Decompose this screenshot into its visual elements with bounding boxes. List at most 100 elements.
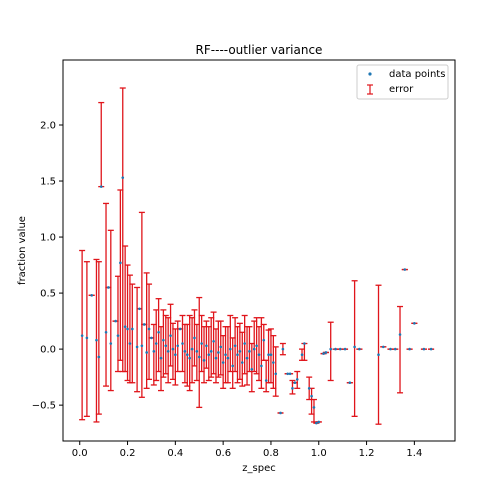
data-point (312, 406, 316, 409)
y-tick-label: 0.5 (40, 289, 56, 300)
data-point (403, 268, 407, 271)
data-point (219, 345, 223, 349)
data-point (135, 345, 139, 349)
legend-marker-data-points (368, 72, 372, 76)
data-point (288, 372, 292, 376)
error-bar (146, 283, 153, 381)
data-point (238, 350, 242, 353)
data-point (262, 338, 266, 342)
data-point (315, 421, 318, 425)
data-point (171, 347, 175, 351)
data-point (183, 350, 187, 353)
data-point (279, 411, 282, 415)
data-point (334, 347, 337, 351)
data-point (429, 347, 433, 351)
data-point (195, 350, 199, 353)
data-point (243, 342, 246, 345)
x-tick-label: 0.2 (120, 448, 136, 459)
data-point (95, 338, 98, 342)
data-point (233, 344, 237, 348)
legend: data points error (356, 64, 449, 100)
data-point (116, 334, 120, 337)
error-bar (186, 314, 193, 392)
data-point (207, 353, 211, 357)
data-point (90, 294, 93, 297)
data-point (408, 347, 411, 351)
data-point (224, 353, 227, 357)
x-tick-label: 0.0 (72, 448, 88, 459)
data-point (147, 327, 151, 331)
data-point (398, 333, 402, 336)
data-point (119, 261, 122, 265)
data-point (205, 344, 208, 348)
data-point (236, 353, 239, 357)
error-bar (103, 202, 110, 387)
error-bar (327, 321, 334, 382)
data-point (181, 342, 184, 345)
y-axis: −0.5 0.0 0.5 1.0 1.5 2.0 (32, 120, 63, 412)
data-point (202, 359, 206, 362)
data-point (295, 378, 299, 381)
data-point (99, 185, 103, 188)
error-bar (160, 309, 167, 378)
data-point (413, 322, 416, 325)
data-point (353, 345, 356, 349)
data-point (142, 323, 146, 326)
x-tick-label: 0.4 (167, 448, 183, 459)
data-point (229, 347, 232, 351)
y-tick-label: 0.0 (40, 345, 56, 356)
data-point (274, 372, 278, 376)
data-point (226, 356, 230, 360)
data-point (131, 327, 134, 331)
data-point (114, 319, 117, 323)
data-point (121, 176, 125, 179)
error-bar (143, 272, 150, 389)
data-point (307, 387, 311, 390)
legend-marker-error (367, 84, 373, 95)
data-point (150, 336, 153, 340)
data-point (248, 350, 251, 353)
legend-box (356, 64, 449, 100)
x-tick-label: 1.0 (311, 448, 327, 459)
data-point (85, 336, 89, 340)
data-point (123, 325, 127, 329)
data-point (338, 347, 342, 351)
data-point (343, 347, 347, 351)
data-point (393, 347, 397, 351)
data-point (214, 356, 218, 360)
y-tick-label: 1.5 (40, 177, 56, 188)
data-point (245, 356, 249, 360)
data-point (255, 344, 258, 348)
data-point (145, 351, 148, 354)
data-point (348, 381, 352, 385)
y-axis-label: fraction value (17, 216, 28, 285)
data-point (389, 347, 392, 351)
error-bar (397, 305, 404, 394)
data-point (250, 367, 254, 371)
x-axis: 0.0 0.2 0.4 0.6 0.8 1.0 1.2 1.4 (72, 441, 422, 459)
x-tick-label: 1.2 (359, 448, 375, 459)
data-point (166, 350, 170, 353)
data-point (154, 342, 158, 345)
data-point (190, 347, 194, 351)
data-point (252, 347, 256, 351)
data-point (140, 344, 144, 348)
legend-label-error: error (389, 84, 414, 95)
data-point (200, 342, 203, 345)
data-point (293, 381, 297, 385)
data-point (185, 353, 189, 357)
data-point (240, 361, 244, 364)
error-bar (95, 261, 102, 415)
data-point (269, 353, 273, 357)
data-point (317, 420, 321, 424)
data-point (157, 331, 160, 334)
data-point (381, 345, 385, 349)
error-bar (134, 286, 141, 393)
y-tick-label: −0.5 (32, 401, 56, 412)
y-tick-label: 1.0 (40, 233, 56, 244)
data-point (281, 347, 285, 351)
data-point (217, 351, 220, 354)
data-point (322, 352, 325, 355)
error-bar (107, 229, 114, 392)
data-point (358, 347, 361, 351)
